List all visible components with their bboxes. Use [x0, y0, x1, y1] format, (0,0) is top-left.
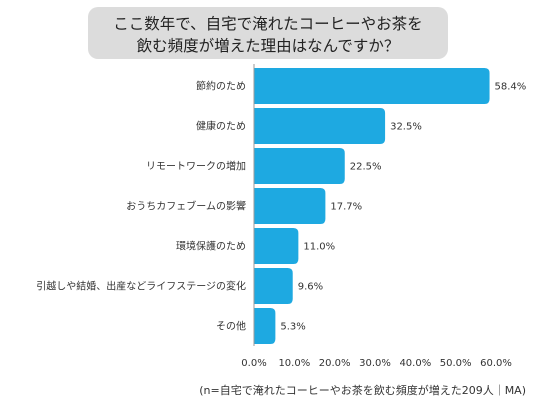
x-tick-label: 60.0%	[480, 358, 512, 369]
category-label: 引越しや結婚、出産などライフステージの変化	[36, 280, 246, 293]
bar	[254, 108, 386, 144]
bar	[254, 148, 345, 184]
chart-title-line-1: ここ数年で、自宅で淹れたコーヒーやお茶を	[113, 15, 423, 33]
bar	[254, 308, 276, 344]
bar	[254, 268, 293, 304]
x-tick-label: 50.0%	[440, 358, 472, 369]
category-label: 節約のため	[196, 80, 246, 93]
category-label: 環境保護のため	[176, 240, 246, 253]
value-label: 17.7%	[330, 202, 362, 213]
chart-title-line-2: 飲む頻度が増えた理由はなんですか？	[136, 37, 400, 55]
chart-title-box: ここ数年で、自宅で淹れたコーヒーやお茶を 飲む頻度が増えた理由はなんですか？	[88, 7, 448, 59]
chart-caption: (n=自宅で淹れたコーヒーやお茶を飲む頻度が増えた209人｜MA)	[199, 384, 526, 397]
bar	[254, 188, 326, 224]
value-label: 11.0%	[303, 242, 335, 253]
bar	[254, 228, 299, 264]
value-label: 5.3%	[280, 322, 305, 333]
value-label: 22.5%	[350, 162, 382, 173]
value-label: 9.6%	[298, 282, 323, 293]
x-tick-label: 30.0%	[359, 358, 391, 369]
value-label: 58.4%	[495, 82, 527, 93]
x-tick-label: 0.0%	[241, 358, 266, 369]
value-label: 32.5%	[390, 122, 422, 133]
category-label: 健康のため	[196, 120, 246, 133]
bar	[254, 68, 490, 104]
category-label: その他	[216, 320, 246, 333]
x-tick-label: 20.0%	[319, 358, 351, 369]
category-label: おうちカフェブームの影響	[126, 200, 246, 213]
x-tick-label: 40.0%	[399, 358, 431, 369]
category-label: リモートワークの増加	[146, 160, 246, 173]
x-tick-label: 10.0%	[278, 358, 310, 369]
